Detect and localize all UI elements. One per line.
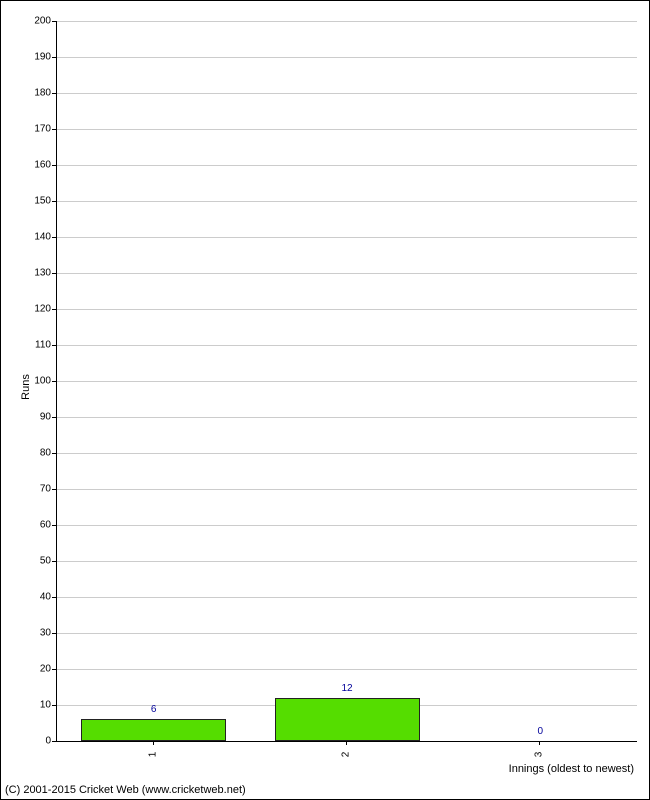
y-tick-mark [52, 273, 56, 274]
gridline [57, 525, 637, 526]
bar [275, 698, 420, 741]
y-tick-mark [52, 381, 56, 382]
y-axis-label: Runs [20, 374, 32, 400]
bar-value-label: 0 [538, 726, 544, 737]
gridline [57, 201, 637, 202]
y-tick-mark [52, 453, 56, 454]
x-tick-mark [346, 741, 347, 745]
gridline [57, 273, 637, 274]
y-tick-label: 30 [21, 628, 51, 639]
y-tick-label: 160 [21, 160, 51, 171]
gridline [57, 93, 637, 94]
gridline [57, 417, 637, 418]
y-tick-mark [52, 165, 56, 166]
y-tick-label: 120 [21, 304, 51, 315]
y-tick-label: 190 [21, 52, 51, 63]
y-tick-mark [52, 489, 56, 490]
y-tick-mark [52, 741, 56, 742]
y-tick-label: 200 [21, 16, 51, 27]
y-tick-label: 80 [21, 448, 51, 459]
y-tick-label: 180 [21, 88, 51, 99]
gridline [57, 453, 637, 454]
x-tick-label: 3 [534, 752, 545, 758]
gridline [57, 57, 637, 58]
y-tick-label: 10 [21, 700, 51, 711]
gridline [57, 633, 637, 634]
gridline [57, 237, 637, 238]
y-tick-mark [52, 57, 56, 58]
bar-value-label: 12 [341, 683, 352, 694]
bar-value-label: 6 [151, 704, 157, 715]
y-tick-mark [52, 705, 56, 706]
y-tick-mark [52, 21, 56, 22]
y-tick-mark [52, 129, 56, 130]
y-tick-label: 50 [21, 556, 51, 567]
gridline [57, 165, 637, 166]
gridline [57, 345, 637, 346]
chart-container: 6120 01020304050607080901001101201301401… [0, 0, 650, 800]
x-axis-label: Innings (oldest to newest) [509, 763, 634, 775]
gridline [57, 669, 637, 670]
y-tick-mark [52, 309, 56, 310]
x-tick-mark [539, 741, 540, 745]
y-tick-mark [52, 525, 56, 526]
y-tick-mark [52, 561, 56, 562]
x-tick-mark [153, 741, 154, 745]
y-tick-mark [52, 669, 56, 670]
x-tick-label: 1 [147, 752, 158, 758]
copyright-text: (C) 2001-2015 Cricket Web (www.cricketwe… [5, 784, 246, 796]
gridline [57, 489, 637, 490]
plot-area: 6 12 0 [56, 21, 637, 742]
gridline [57, 597, 637, 598]
y-tick-mark [52, 345, 56, 346]
gridline [57, 129, 637, 130]
gridline [57, 561, 637, 562]
gridline [57, 381, 637, 382]
y-tick-label: 140 [21, 232, 51, 243]
y-tick-label: 60 [21, 520, 51, 531]
y-tick-label: 150 [21, 196, 51, 207]
y-tick-label: 0 [21, 736, 51, 747]
y-tick-mark [52, 237, 56, 238]
y-tick-label: 90 [21, 412, 51, 423]
y-tick-mark [52, 201, 56, 202]
bar [81, 719, 226, 741]
y-tick-label: 110 [21, 340, 51, 351]
gridline [57, 309, 637, 310]
gridline [57, 21, 637, 22]
y-tick-mark [52, 417, 56, 418]
y-tick-label: 70 [21, 484, 51, 495]
y-tick-label: 130 [21, 268, 51, 279]
x-tick-label: 2 [341, 752, 352, 758]
y-tick-label: 20 [21, 664, 51, 675]
y-tick-label: 170 [21, 124, 51, 135]
y-tick-label: 40 [21, 592, 51, 603]
y-tick-mark [52, 93, 56, 94]
y-tick-mark [52, 597, 56, 598]
y-tick-mark [52, 633, 56, 634]
